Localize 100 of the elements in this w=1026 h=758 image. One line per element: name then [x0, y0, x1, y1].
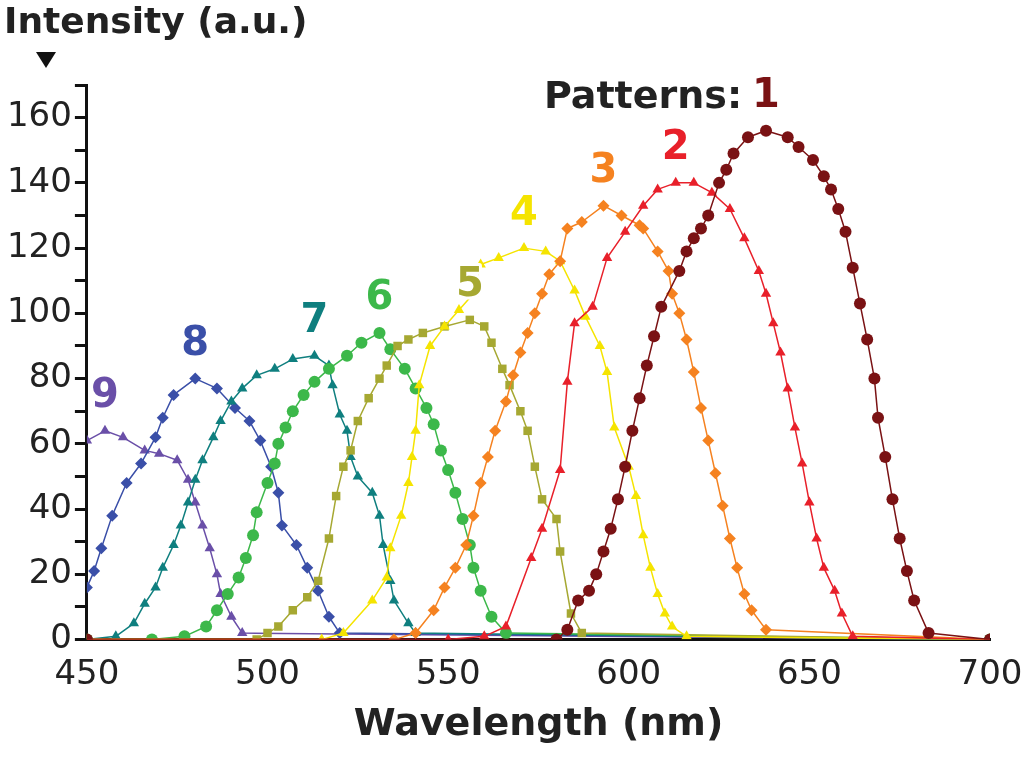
point [680, 333, 693, 346]
point [286, 405, 299, 418]
point [377, 538, 389, 548]
point [481, 450, 494, 463]
point [872, 411, 885, 424]
point [197, 454, 208, 464]
point [153, 447, 165, 457]
point [727, 147, 740, 160]
point [322, 362, 335, 375]
x-axis-title: Wavelength (nm) [353, 700, 724, 745]
point [687, 232, 700, 245]
point [410, 424, 421, 434]
point [449, 486, 462, 499]
point [611, 493, 624, 506]
point [652, 587, 663, 597]
point [724, 202, 736, 212]
point [493, 251, 504, 261]
y-tick-label: 140 [6, 159, 72, 200]
point [338, 627, 349, 637]
point [308, 375, 321, 388]
point [149, 431, 162, 444]
point [438, 581, 451, 594]
point [695, 222, 708, 235]
point [716, 499, 729, 512]
point [528, 307, 541, 320]
point [594, 339, 606, 349]
point [427, 418, 440, 431]
point [713, 176, 726, 189]
point [110, 630, 121, 640]
point [474, 477, 487, 490]
y-tick-label: 100 [6, 290, 72, 331]
point [781, 131, 794, 144]
point [434, 444, 447, 457]
point [420, 401, 433, 414]
point [208, 431, 219, 441]
point [523, 426, 532, 436]
point [597, 545, 610, 558]
point [324, 534, 334, 543]
series-label: 6 [365, 272, 394, 319]
point [818, 561, 830, 571]
point [157, 561, 168, 571]
point [269, 362, 280, 372]
x-tick-label: 500 [235, 651, 300, 692]
point [309, 349, 320, 359]
point [561, 623, 574, 636]
point [135, 457, 148, 470]
point [229, 401, 242, 414]
point [893, 532, 906, 545]
point [449, 561, 462, 574]
point [673, 307, 686, 320]
point [637, 222, 650, 235]
point [575, 216, 588, 229]
point [168, 538, 179, 548]
point [836, 607, 848, 617]
point [633, 392, 646, 405]
point [601, 251, 613, 261]
point [521, 326, 534, 339]
point [340, 349, 353, 362]
point [190, 473, 201, 483]
point [688, 176, 699, 186]
point [301, 561, 314, 574]
point [516, 406, 525, 416]
point [189, 372, 202, 385]
series-label: 8 [181, 318, 210, 364]
point [232, 571, 245, 584]
point [832, 202, 845, 215]
point [88, 565, 101, 578]
point [655, 300, 668, 313]
point [817, 170, 830, 183]
point [210, 604, 223, 617]
point [768, 317, 779, 327]
series-label: 4 [510, 187, 538, 234]
point [275, 519, 288, 532]
y-tick-label: 60 [28, 420, 72, 461]
x-tick-label: 550 [415, 651, 481, 692]
point [543, 268, 556, 281]
point [221, 587, 234, 600]
point [182, 496, 194, 506]
point [561, 222, 574, 235]
x-tick-label: 700 [957, 651, 1023, 692]
point [569, 317, 580, 327]
point [702, 209, 715, 222]
point [398, 362, 411, 375]
point [720, 163, 733, 176]
point [279, 421, 292, 434]
point [552, 514, 561, 524]
point [427, 604, 440, 617]
y-tick-label: 160 [6, 94, 72, 135]
point [355, 336, 368, 349]
point [562, 375, 573, 385]
point [526, 552, 537, 562]
point [789, 421, 801, 431]
point [364, 393, 373, 403]
point [403, 477, 414, 487]
point [886, 493, 899, 506]
point [666, 620, 678, 630]
point [237, 627, 248, 637]
point [261, 477, 274, 490]
point [272, 486, 285, 499]
point [117, 431, 129, 441]
